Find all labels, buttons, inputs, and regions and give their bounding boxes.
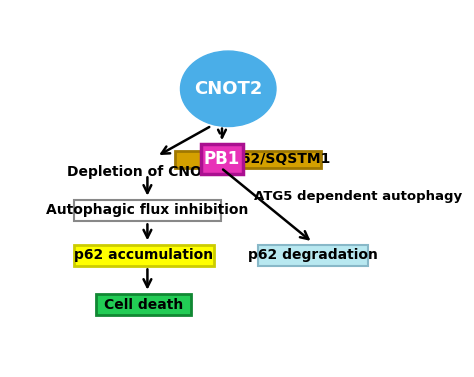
Text: CNOT2: CNOT2 [194,80,263,98]
FancyBboxPatch shape [201,144,243,175]
Text: p62/SQSTM1: p62/SQSTM1 [232,152,331,166]
FancyBboxPatch shape [96,294,191,315]
FancyBboxPatch shape [242,151,321,168]
Text: ATG5 dependent autophagy: ATG5 dependent autophagy [254,190,462,203]
FancyBboxPatch shape [74,200,221,221]
Text: PB1: PB1 [204,150,240,168]
Text: Cell death: Cell death [104,298,183,312]
Text: p62 degradation: p62 degradation [248,248,378,262]
FancyBboxPatch shape [74,245,213,266]
FancyBboxPatch shape [258,245,368,266]
Text: p62 accumulation: p62 accumulation [74,248,213,262]
Text: Autophagic flux inhibition: Autophagic flux inhibition [46,204,248,218]
Circle shape [181,51,276,127]
FancyBboxPatch shape [175,151,202,168]
Text: Depletion of CNOT2: Depletion of CNOT2 [66,164,221,179]
